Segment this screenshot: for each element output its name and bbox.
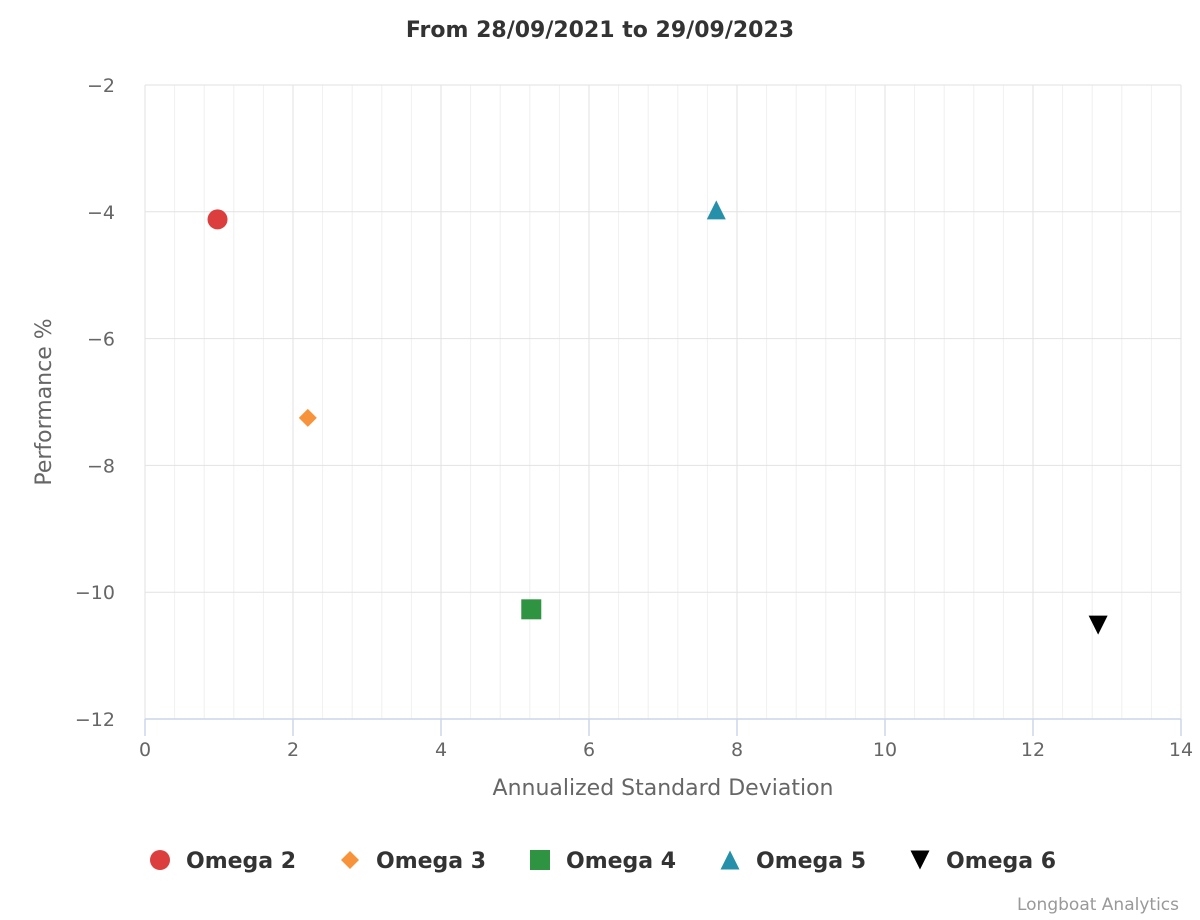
y-tick-label: −2 [87, 75, 115, 97]
data-point-omega-3[interactable] [298, 408, 317, 427]
y-axis-label: Performance % [32, 318, 57, 485]
legend-marker-omega-2 [150, 850, 170, 870]
x-tick-label: 8 [731, 739, 743, 761]
legend-marker-omega-4 [530, 850, 550, 870]
legend-marker-omega-3 [341, 851, 359, 869]
x-tick-label: 12 [1021, 739, 1045, 761]
legend-item-omega-2[interactable]: Omega 2 [150, 849, 296, 874]
x-tick-label: 10 [873, 739, 897, 761]
axes [144, 718, 1182, 736]
x-tick-label: 0 [139, 739, 151, 761]
y-tick-label: −12 [75, 709, 115, 731]
legend-marker-omega-6 [910, 850, 930, 870]
legend-marker-omega-5 [720, 850, 740, 870]
y-tick-label: −6 [87, 329, 115, 351]
y-tick-label: −8 [87, 455, 115, 477]
data-points [207, 200, 1108, 635]
legend-item-omega-5[interactable]: Omega 5 [720, 849, 867, 874]
tick-labels: 0 2 4 6 8 10 12 14 −2 −4 −6 −8 −10 −12 [75, 75, 1193, 761]
data-point-omega-6[interactable] [1088, 615, 1108, 635]
legend-label: Omega 5 [756, 849, 866, 874]
y-tick-label: −4 [87, 202, 115, 224]
x-tick-label: 14 [1169, 739, 1193, 761]
legend-label: Omega 2 [186, 849, 296, 874]
y-tick-label: −10 [75, 582, 115, 604]
credits-text[interactable]: Longboat Analytics [1017, 895, 1179, 915]
chart-title: From 28/09/2021 to 29/09/2023 [406, 18, 794, 43]
grid-lines [144, 84, 1182, 720]
data-point-omega-2[interactable] [207, 209, 228, 230]
legend: Omega 2 Omega 3 Omega 4 Omega 5 Omega 6 [150, 849, 1056, 874]
legend-item-omega-6[interactable]: Omega 6 [910, 849, 1057, 874]
legend-label: Omega 3 [376, 849, 486, 874]
legend-label: Omega 6 [946, 849, 1056, 874]
x-tick-label: 4 [435, 739, 447, 761]
legend-item-omega-4[interactable]: Omega 4 [530, 849, 676, 874]
x-tick-label: 6 [583, 739, 595, 761]
legend-item-omega-3[interactable]: Omega 3 [341, 849, 486, 874]
data-point-omega-5[interactable] [706, 200, 726, 220]
x-axis-label: Annualized Standard Deviation [493, 776, 834, 801]
legend-label: Omega 4 [566, 849, 676, 874]
x-tick-label: 2 [287, 739, 299, 761]
data-point-omega-4[interactable] [521, 599, 542, 620]
